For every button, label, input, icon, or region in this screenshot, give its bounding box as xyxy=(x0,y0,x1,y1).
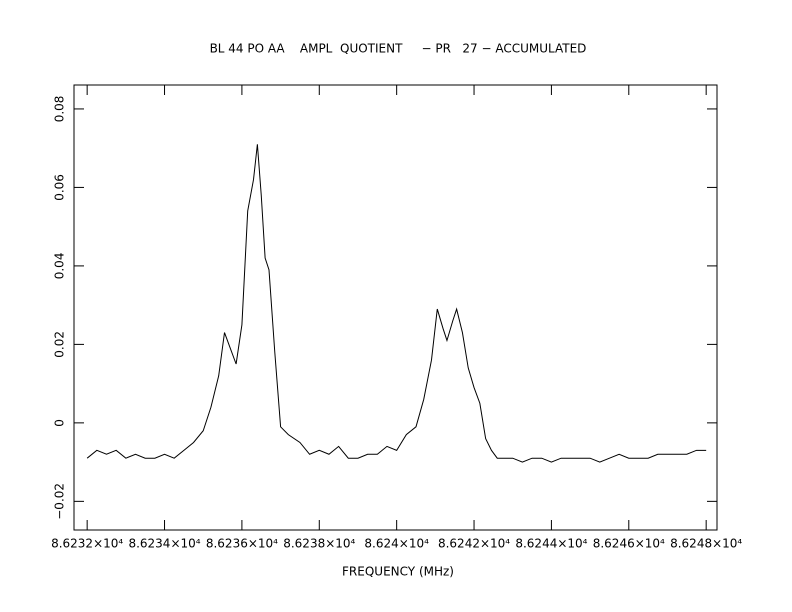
x-axis-label: FREQUENCY (MHz) xyxy=(342,565,454,579)
x-tick-label: 8.6234×10⁴ xyxy=(128,537,200,551)
x-tick-label: 8.6246×10⁴ xyxy=(593,537,665,551)
y-tick-label: 0.06 xyxy=(53,174,67,201)
x-tick-label: 8.6238×10⁴ xyxy=(283,537,355,551)
x-tick-label: 8.624×10⁴ xyxy=(364,537,429,551)
x-tick-label: 8.6244×10⁴ xyxy=(515,537,587,551)
chart-title: BL 44 PO AA AMPL QUOTIENT − PR 27 − ACCU… xyxy=(210,42,587,56)
x-tick-label: 8.6248×10⁴ xyxy=(670,537,742,551)
y-tick-label: 0.08 xyxy=(53,96,67,123)
x-tick-label: 8.6236×10⁴ xyxy=(206,537,278,551)
x-tick-label: 8.6242×10⁴ xyxy=(438,537,510,551)
y-tick-label: 0.02 xyxy=(53,331,67,358)
y-tick-label: −0.02 xyxy=(53,483,67,520)
x-tick-label: 8.6232×10⁴ xyxy=(51,537,123,551)
plot-frame xyxy=(73,84,718,531)
y-tick-label: 0.04 xyxy=(53,253,67,280)
spectrum-line xyxy=(86,144,707,463)
y-tick-label: 0 xyxy=(53,419,67,427)
